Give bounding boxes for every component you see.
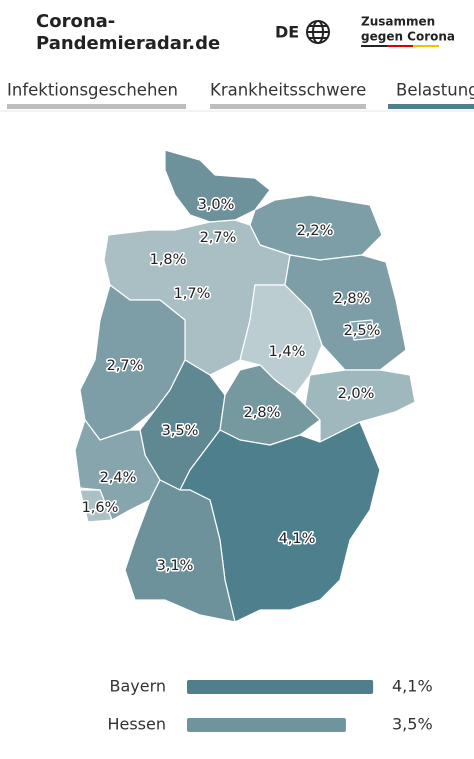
tab[interactable]: Krankheitsschwere: [210, 81, 366, 100]
germany-map: 3,0% 2,7% 2,2% 1,8% 1,7% 2,8% 2,5% 1,4% 2,7% 2,0%…: [74, 149, 416, 623]
logo-stripe: [387, 45, 413, 47]
bar-name: Bayern: [109, 677, 166, 696]
globe-icon[interactable]: [306, 20, 330, 44]
tab[interactable]: Infektionsgeschehen: [7, 81, 178, 100]
site-title[interactable]: Pandemieradar.de: [36, 33, 220, 54]
state-bar-list: Bayern 4,1% Hessen 3,5%: [107, 677, 432, 734]
state-value-label: 2,0%: [338, 386, 375, 402]
bar-name: Hessen: [107, 715, 166, 734]
site-title[interactable]: Corona-: [36, 11, 115, 32]
state-value-label: 3,1%: [157, 558, 194, 574]
state-region: [164, 149, 271, 223]
state-value-label: 2,7%: [200, 230, 237, 246]
state-value-label: 2,7%: [107, 358, 144, 374]
logo-text: gegen Corona: [361, 30, 455, 44]
state-value-label: 1,6%: [82, 500, 119, 516]
state-value-label: 2,8%: [334, 291, 371, 307]
tab-indicator: [388, 104, 474, 109]
bar: [187, 680, 374, 694]
header: Corona- Pandemieradar.de DE Zusammen geg…: [36, 11, 455, 54]
tab[interactable]: Belastung: [396, 81, 474, 100]
state-value-label: 1,7%: [174, 286, 211, 302]
state-value-label: 2,5%: [344, 323, 381, 339]
state-value-label: 2,4%: [100, 470, 137, 486]
language-button[interactable]: DE: [275, 23, 299, 42]
state-region: [124, 479, 236, 623]
state-region: [79, 489, 113, 523]
state-value-label: 2,2%: [297, 223, 334, 239]
logo-text: Zusammen: [361, 15, 435, 29]
logo-stripe: [361, 45, 387, 47]
logo-stripe: [413, 45, 439, 47]
bar-value: 3,5%: [392, 715, 433, 734]
state-value-label: 3,0%: [198, 197, 235, 213]
state-value-label: 1,4%: [269, 344, 306, 360]
state-region: [304, 369, 416, 443]
state-region: [79, 284, 186, 441]
state-value-label: 4,1%: [279, 531, 316, 547]
state-value-label: 1,8%: [150, 252, 187, 268]
tab-indicator: [210, 104, 366, 109]
state-value-label: 3,5%: [162, 423, 199, 439]
tab-bar: Infektionsgeschehen Krankheitsschwere Be…: [0, 81, 474, 112]
tab-indicator: [7, 104, 186, 109]
state-value-label: 2,8%: [244, 405, 281, 421]
state-region: [349, 319, 376, 341]
bar: [187, 718, 346, 732]
bar-value: 4,1%: [392, 677, 433, 696]
